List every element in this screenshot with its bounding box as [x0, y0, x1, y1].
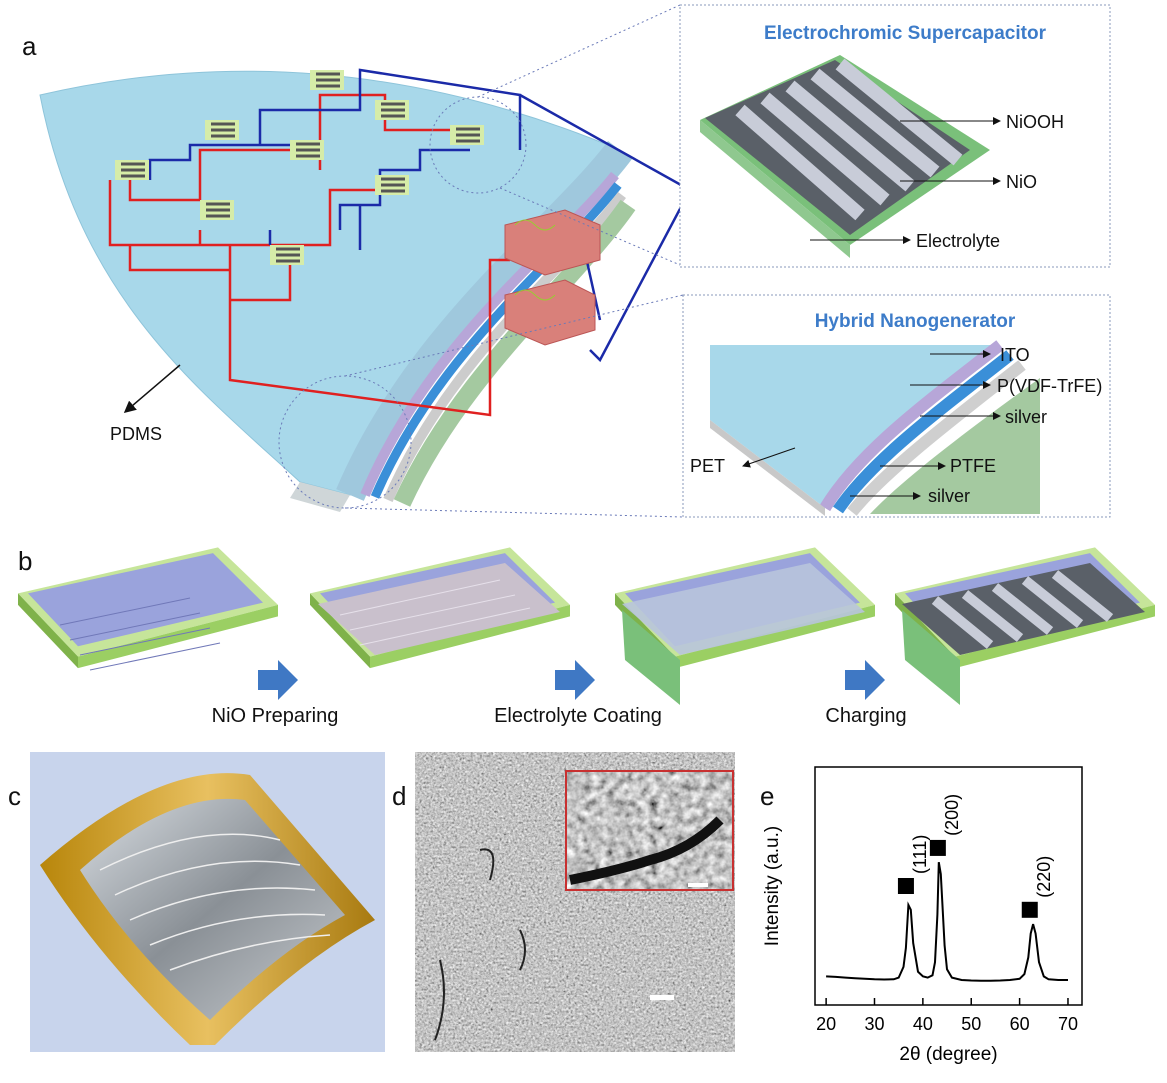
inset-border	[565, 770, 734, 891]
supercap-drawing	[700, 55, 990, 258]
inset-title: Electrochromic Supercapacitor	[764, 23, 1047, 44]
peak-label: (200)	[942, 794, 962, 836]
peak-marker	[897, 878, 914, 894]
y-axis-label: Intensity (a.u.)	[762, 826, 783, 946]
scale-bar	[688, 883, 708, 887]
layer-label: NiOOH	[1006, 112, 1064, 132]
layer-label: Electrolyte	[916, 231, 1000, 251]
pointer	[123, 364, 181, 413]
layer-label: silver	[928, 486, 970, 506]
cracks	[434, 848, 526, 1041]
layer-label: PET	[690, 456, 725, 476]
step-arrows	[258, 660, 885, 700]
photo-device	[40, 773, 375, 1045]
generators	[504, 209, 601, 346]
peak-label: (220)	[1034, 856, 1054, 898]
layer-label: ITO	[1000, 345, 1030, 365]
layer-label: PTFE	[950, 456, 996, 476]
zoom-lines	[278, 4, 684, 518]
pdms-label: PDMS	[110, 424, 162, 444]
x-tick-label: 40	[913, 1014, 933, 1034]
process-step	[18, 547, 278, 671]
scale-bar	[650, 995, 674, 1000]
peak-label: (111)	[910, 835, 930, 874]
x-tick-label: 50	[961, 1014, 981, 1034]
step-label: Electrolyte Coating	[494, 705, 662, 727]
peak-marker	[929, 839, 946, 856]
step-label: NiO Preparing	[212, 705, 339, 727]
arrows	[742, 350, 1001, 500]
panel-label: d	[392, 781, 406, 811]
layer-label: P(VDF-TrFE)	[997, 376, 1102, 396]
process-step	[310, 547, 570, 669]
panel-label: e	[760, 781, 774, 811]
step-label: Charging	[825, 705, 906, 727]
arrows	[810, 117, 1001, 244]
inset-title: Hybrid Nanogenerator	[815, 311, 1016, 332]
process-step	[895, 547, 1155, 705]
plot-frame	[814, 766, 1083, 1006]
x-axis-label: 2θ (degree)	[899, 1044, 997, 1065]
panel-label: b	[18, 546, 32, 576]
peak-marker	[1021, 901, 1038, 918]
xrd-curve	[826, 862, 1068, 982]
panel-label: a	[22, 31, 37, 61]
xrd-chart: 20 30 40 50 60 70 2θ (degree) Intensity (a.u.) (…	[762, 766, 1083, 1065]
sheet-edge	[290, 482, 350, 512]
process-step	[615, 547, 875, 705]
layer-label: silver	[1005, 407, 1047, 427]
x-tick-label: 70	[1058, 1014, 1078, 1034]
x-tick-label: 60	[1010, 1014, 1030, 1034]
inset-crack	[569, 816, 724, 885]
x-tick-label: 20	[816, 1014, 836, 1034]
layer-label: NiO	[1006, 172, 1037, 192]
panel-label: c	[8, 781, 21, 811]
x-tick-label: 30	[864, 1014, 884, 1034]
